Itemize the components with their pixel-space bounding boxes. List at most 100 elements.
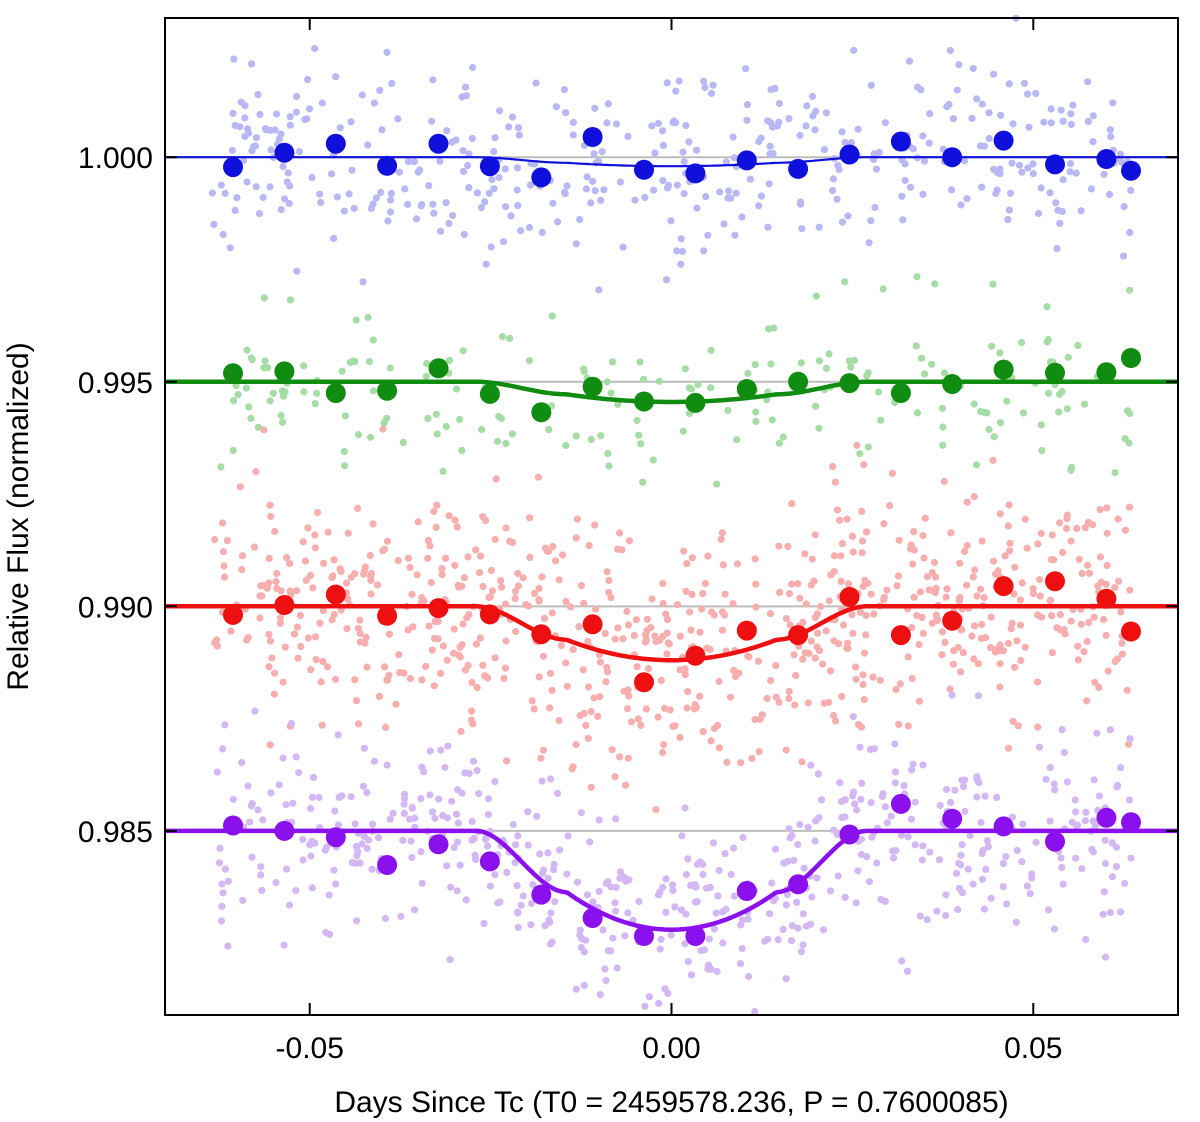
raw-point bbox=[569, 131, 577, 139]
raw-point bbox=[822, 364, 831, 372]
raw-point bbox=[639, 478, 647, 486]
raw-point bbox=[1006, 547, 1014, 555]
raw-point bbox=[412, 215, 421, 223]
raw-point bbox=[687, 626, 695, 634]
raw-point bbox=[928, 619, 936, 627]
raw-point bbox=[730, 154, 739, 162]
raw-point bbox=[996, 683, 1004, 691]
raw-point bbox=[244, 125, 252, 133]
raw-point bbox=[975, 778, 983, 787]
raw-point bbox=[301, 557, 310, 565]
raw-point bbox=[458, 446, 466, 455]
binned-point bbox=[634, 159, 654, 180]
raw-point bbox=[273, 569, 281, 578]
raw-point bbox=[716, 188, 724, 196]
raw-point bbox=[622, 877, 630, 885]
raw-point bbox=[433, 430, 441, 438]
raw-point bbox=[1126, 586, 1134, 594]
raw-point bbox=[890, 854, 898, 862]
raw-point bbox=[662, 610, 670, 618]
raw-point bbox=[659, 177, 667, 185]
raw-point bbox=[730, 844, 738, 852]
raw-point bbox=[262, 126, 270, 134]
raw-point bbox=[263, 584, 271, 592]
raw-point bbox=[337, 567, 345, 575]
raw-point bbox=[1019, 409, 1027, 417]
raw-point bbox=[960, 547, 969, 556]
raw-point bbox=[891, 779, 899, 787]
binned-point bbox=[1096, 149, 1117, 169]
raw-point bbox=[958, 625, 966, 634]
raw-point bbox=[250, 543, 258, 551]
raw-point bbox=[266, 397, 274, 405]
raw-point bbox=[916, 588, 925, 596]
binned-point bbox=[582, 127, 603, 147]
raw-point bbox=[1016, 596, 1024, 604]
raw-point bbox=[601, 965, 609, 973]
raw-point bbox=[738, 945, 746, 953]
binned-point bbox=[1045, 571, 1065, 592]
raw-point bbox=[845, 580, 853, 588]
raw-point bbox=[281, 643, 289, 651]
raw-point bbox=[293, 92, 301, 101]
raw-point bbox=[373, 581, 382, 589]
raw-point bbox=[354, 504, 362, 512]
raw-point bbox=[1115, 577, 1123, 585]
raw-point bbox=[425, 622, 433, 630]
raw-point bbox=[259, 193, 267, 202]
raw-point bbox=[887, 812, 895, 820]
binned-point bbox=[839, 824, 860, 845]
raw-point bbox=[351, 676, 359, 684]
raw-point bbox=[673, 601, 682, 609]
raw-point bbox=[1053, 624, 1061, 632]
raw-point bbox=[911, 841, 919, 849]
raw-point bbox=[302, 576, 310, 585]
raw-point bbox=[331, 807, 339, 815]
raw-point bbox=[719, 939, 727, 947]
raw-point bbox=[858, 549, 866, 557]
raw-point bbox=[1057, 106, 1065, 114]
raw-point bbox=[608, 746, 616, 754]
raw-point bbox=[825, 350, 833, 358]
raw-point bbox=[511, 627, 520, 636]
raw-point bbox=[538, 228, 546, 236]
raw-point bbox=[432, 523, 440, 532]
raw-point bbox=[395, 168, 403, 176]
raw-point bbox=[495, 412, 503, 421]
raw-point bbox=[732, 189, 740, 197]
raw-point bbox=[1012, 918, 1020, 926]
raw-point bbox=[1095, 683, 1103, 692]
raw-point bbox=[444, 742, 452, 750]
raw-point bbox=[782, 901, 790, 909]
raw-point bbox=[585, 541, 593, 550]
raw-point bbox=[279, 418, 287, 426]
raw-point bbox=[655, 999, 663, 1008]
raw-point bbox=[785, 694, 793, 703]
raw-point bbox=[607, 389, 615, 397]
raw-point bbox=[503, 868, 511, 877]
raw-point bbox=[896, 680, 904, 688]
raw-point bbox=[1101, 859, 1110, 868]
raw-point bbox=[514, 202, 522, 210]
raw-point bbox=[526, 553, 534, 562]
raw-point bbox=[252, 134, 261, 142]
raw-point bbox=[406, 563, 414, 572]
raw-point bbox=[892, 846, 900, 855]
binned-point bbox=[325, 133, 346, 154]
raw-point bbox=[422, 372, 430, 380]
raw-point bbox=[600, 186, 608, 194]
raw-point bbox=[641, 193, 649, 202]
raw-point bbox=[864, 369, 872, 377]
raw-point bbox=[1073, 524, 1081, 533]
raw-point bbox=[1105, 190, 1114, 199]
raw-point bbox=[733, 436, 741, 444]
raw-point bbox=[852, 663, 860, 671]
binned-point bbox=[736, 379, 757, 399]
raw-point bbox=[817, 602, 825, 611]
raw-point bbox=[815, 223, 823, 231]
raw-point bbox=[949, 115, 958, 123]
raw-point bbox=[554, 218, 562, 226]
raw-point bbox=[798, 225, 806, 233]
raw-point bbox=[706, 645, 714, 654]
binned-point bbox=[325, 827, 346, 848]
